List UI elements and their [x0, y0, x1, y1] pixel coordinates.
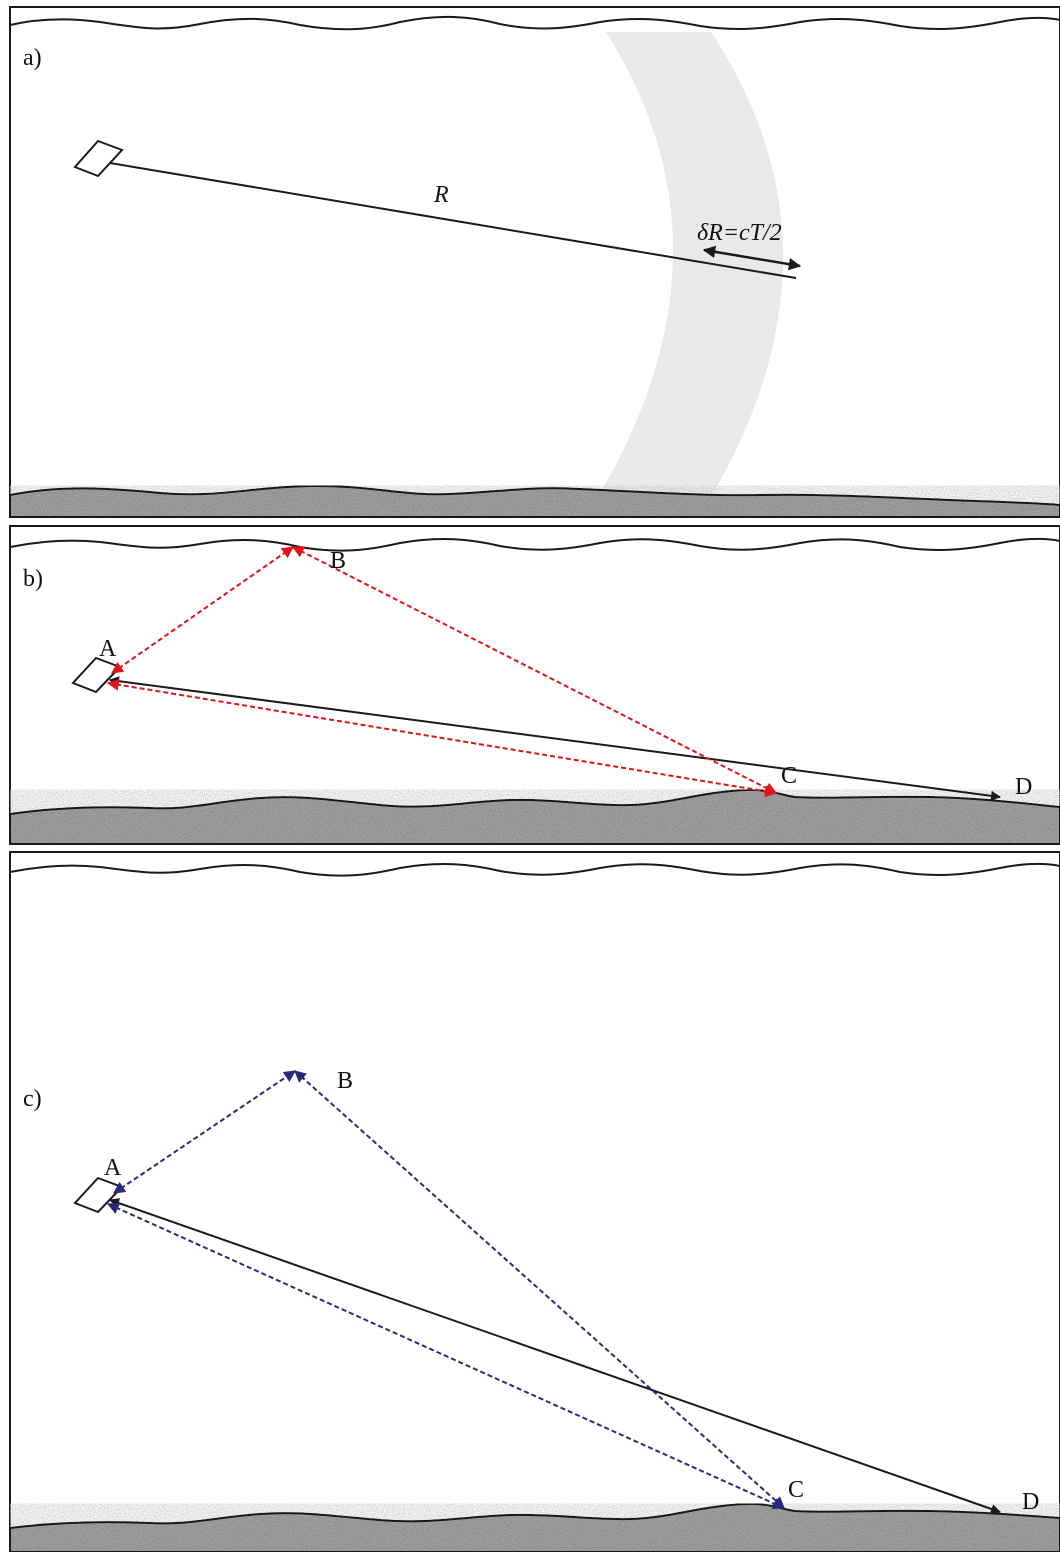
panel-frame	[9, 6, 1060, 518]
sonar-transducer	[73, 139, 124, 178]
panel-label: b)	[23, 566, 43, 592]
sea-surface	[9, 863, 1060, 877]
multipath-c-a	[106, 1202, 786, 1510]
point-d-label: D	[1022, 1489, 1039, 1515]
multipath-c-a	[106, 678, 778, 798]
panel-label: c)	[23, 1086, 42, 1112]
point-c-label: C	[788, 1477, 804, 1503]
range-shell	[598, 32, 783, 497]
range-label: R	[433, 182, 449, 208]
point-c-label: C	[781, 763, 797, 789]
multipath-a-b	[111, 546, 294, 674]
seabed	[9, 484, 1060, 518]
point-b-label: B	[337, 1068, 353, 1094]
point-d-label: D	[1015, 774, 1032, 800]
sea-surface	[9, 15, 1060, 31]
resolution-arrow	[702, 245, 802, 271]
panel-c: c) A B C D	[9, 851, 1060, 1552]
point-a-label: A	[99, 636, 117, 662]
resolution-label: δR=cT/2	[697, 220, 782, 246]
panel-frame	[9, 851, 1060, 1552]
multipath-a-b	[113, 1070, 296, 1194]
range-line	[109, 162, 797, 279]
panel-label: a)	[23, 45, 42, 71]
panel-a: a) R δR=cT/2	[9, 6, 1060, 518]
panel-b: b) A B C D	[9, 525, 1060, 845]
point-b-label: B	[330, 548, 346, 574]
point-a-label: A	[104, 1155, 122, 1181]
